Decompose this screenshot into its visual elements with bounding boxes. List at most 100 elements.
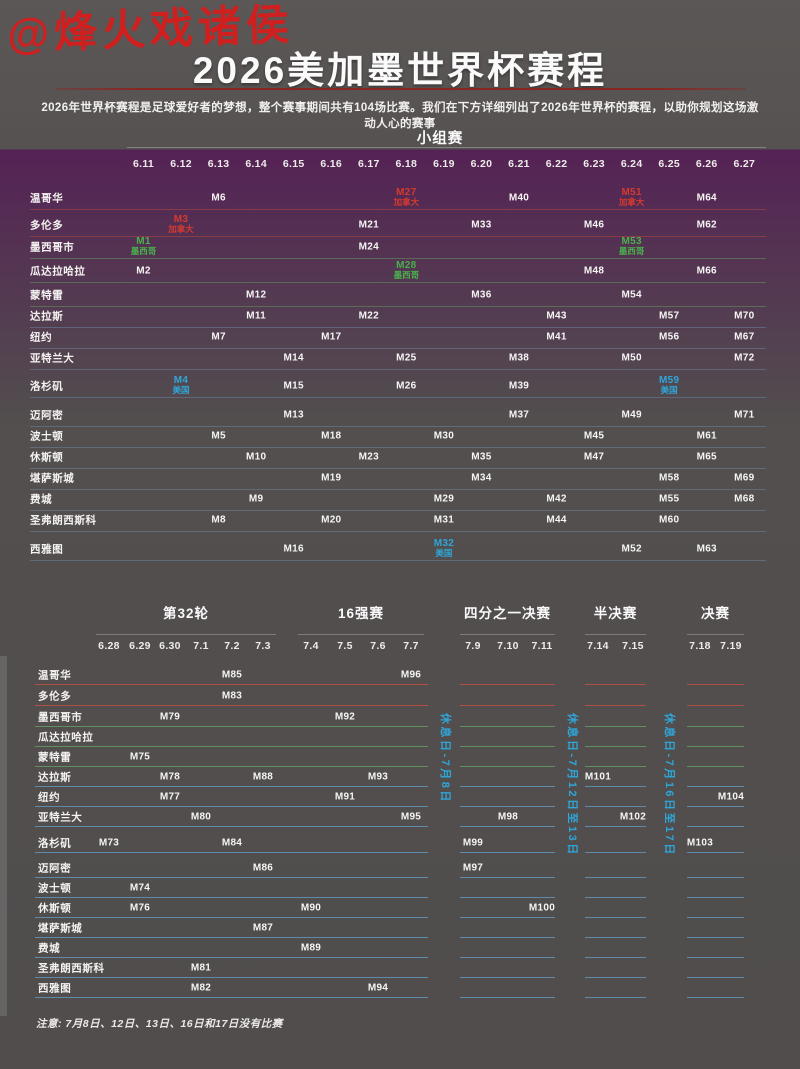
date-label: 6.26 <box>695 158 718 170</box>
row-line <box>585 977 646 978</box>
row-line <box>460 877 555 878</box>
match-label: M53 墨西哥 <box>619 236 645 257</box>
section-title: 16强赛 <box>337 606 385 621</box>
match-label: M74 <box>129 882 151 894</box>
match-label: M4 美国 <box>173 375 190 396</box>
match-label: M34 <box>471 472 492 484</box>
match-label: M66 <box>696 265 717 277</box>
match-label: M76 <box>129 902 151 914</box>
match-label: M92 <box>334 711 356 723</box>
match-label: M79 <box>159 711 181 723</box>
match-number: M51 <box>621 186 642 198</box>
date-label: 6.27 <box>733 158 756 170</box>
section-rule <box>96 634 276 635</box>
match-label: M99 <box>462 837 484 849</box>
row-line <box>460 957 555 958</box>
row-line <box>460 826 555 827</box>
city-label: 休斯顿 <box>30 451 64 464</box>
row-line <box>687 746 744 747</box>
city-label: 蒙特雷 <box>30 289 64 302</box>
date-label: 6.18 <box>395 158 418 170</box>
row-line <box>585 705 646 706</box>
page-edge <box>0 656 7 1016</box>
row-line <box>687 684 744 685</box>
match-label: M51 加拿大 <box>619 187 645 208</box>
section-title-group-stage: 小组赛 <box>416 131 464 147</box>
city-label: 达拉斯 <box>38 771 72 784</box>
date-label: 6.22 <box>545 158 568 170</box>
row-line <box>687 786 744 787</box>
match-label: M64 <box>696 192 717 204</box>
match-country-tag: 美国 <box>660 385 678 396</box>
row-line <box>30 510 766 511</box>
city-label: 温哥华 <box>30 192 64 205</box>
match-label: M80 <box>190 811 212 823</box>
date-label: 7.10 <box>497 640 519 652</box>
date-label: 6.20 <box>470 158 493 170</box>
row-line <box>585 684 646 685</box>
match-number: M53 <box>621 235 642 247</box>
row-line <box>30 531 766 532</box>
section-title: 四分之一决赛 <box>464 606 551 621</box>
date-label: 7.18 <box>689 640 711 652</box>
rest-day-label: 休息日-7月16日至17日 <box>663 713 675 857</box>
row-line <box>35 957 428 958</box>
city-label: 波士顿 <box>38 882 72 895</box>
match-label: M40 <box>508 192 530 204</box>
match-label: M97 <box>462 862 484 874</box>
row-line <box>460 917 555 918</box>
match-label: M43 <box>546 310 567 322</box>
date-label: 6.24 <box>620 158 643 170</box>
row-line <box>460 705 555 706</box>
match-country-tag: 加拿大 <box>168 224 194 235</box>
row-line <box>460 897 555 898</box>
row-line <box>460 746 555 747</box>
date-label: 7.7 <box>403 640 419 652</box>
city-label: 圣弗朗西斯科 <box>38 962 105 975</box>
match-label: M96 <box>400 669 422 681</box>
city-label: 温哥华 <box>38 669 72 682</box>
row-line <box>687 766 744 767</box>
match-number: M59 <box>659 374 680 386</box>
row-line <box>585 897 646 898</box>
match-label: M94 <box>367 982 389 994</box>
match-label: M91 <box>334 791 356 803</box>
match-label: M8 <box>211 514 226 526</box>
date-label: 6.25 <box>658 158 681 170</box>
city-label: 墨西哥市 <box>30 241 75 254</box>
match-label: M1 墨西哥 <box>131 236 157 257</box>
match-label: M75 <box>129 751 151 763</box>
match-label: M102 <box>619 811 647 823</box>
match-label: M83 <box>221 690 243 702</box>
row-line <box>585 786 646 787</box>
row-line <box>585 937 646 938</box>
row-line <box>30 209 766 210</box>
row-line <box>687 806 744 807</box>
row-line <box>30 489 766 490</box>
city-label: 费城 <box>38 942 61 955</box>
rest-day-label: 休息日-7月12日至13日 <box>566 713 578 857</box>
row-line <box>585 997 646 998</box>
match-country-tag: 墨西哥 <box>130 246 157 257</box>
match-label: M33 <box>471 219 492 231</box>
row-line <box>30 468 766 469</box>
match-label: M57 <box>659 310 680 322</box>
title-divider <box>55 88 746 90</box>
match-label: M59 美国 <box>659 375 679 396</box>
match-label: M30 <box>433 430 455 442</box>
section-rule <box>298 634 424 635</box>
section-title: 决赛 <box>701 606 730 621</box>
row-line <box>30 426 766 427</box>
row-line <box>35 852 428 853</box>
match-label: M28 墨西哥 <box>394 260 420 281</box>
city-label: 多伦多 <box>30 219 64 232</box>
city-label: 堪萨斯城 <box>38 922 83 935</box>
date-label: 7.1 <box>193 640 209 652</box>
row-line <box>35 806 428 807</box>
date-label: 7.5 <box>337 640 353 652</box>
row-line <box>30 447 766 448</box>
row-line <box>687 826 744 827</box>
date-label: 6.17 <box>357 158 380 170</box>
match-label: M65 <box>696 451 717 463</box>
row-line <box>585 877 646 878</box>
